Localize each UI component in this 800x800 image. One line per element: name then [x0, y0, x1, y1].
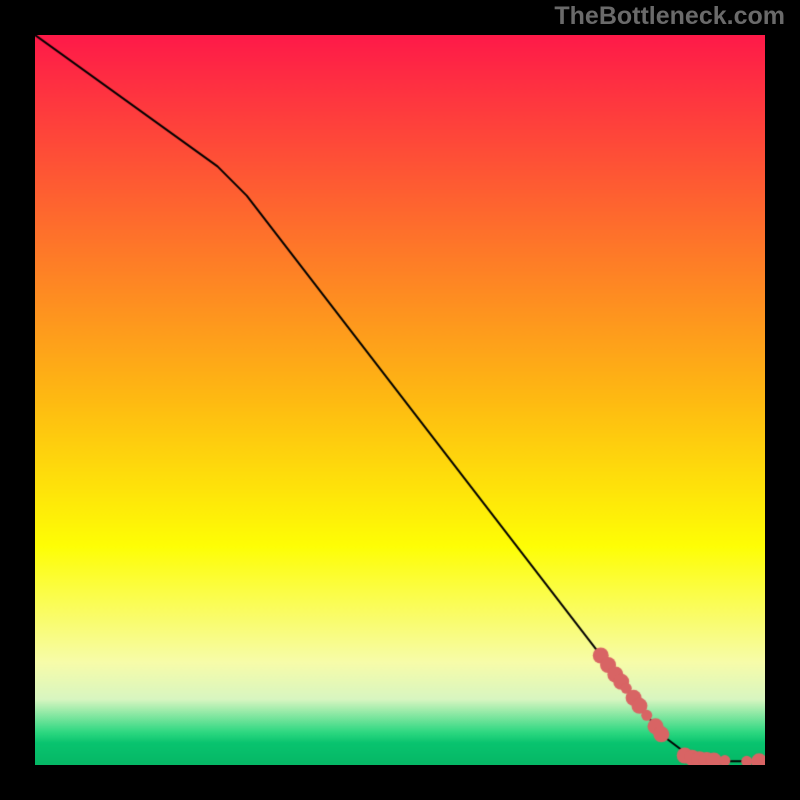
curve-and-scatter-layer: [35, 35, 765, 765]
plot-area: [35, 35, 765, 765]
figure-frame: TheBottleneck.com: [0, 0, 800, 800]
watermark-text: TheBottleneck.com: [554, 2, 785, 31]
